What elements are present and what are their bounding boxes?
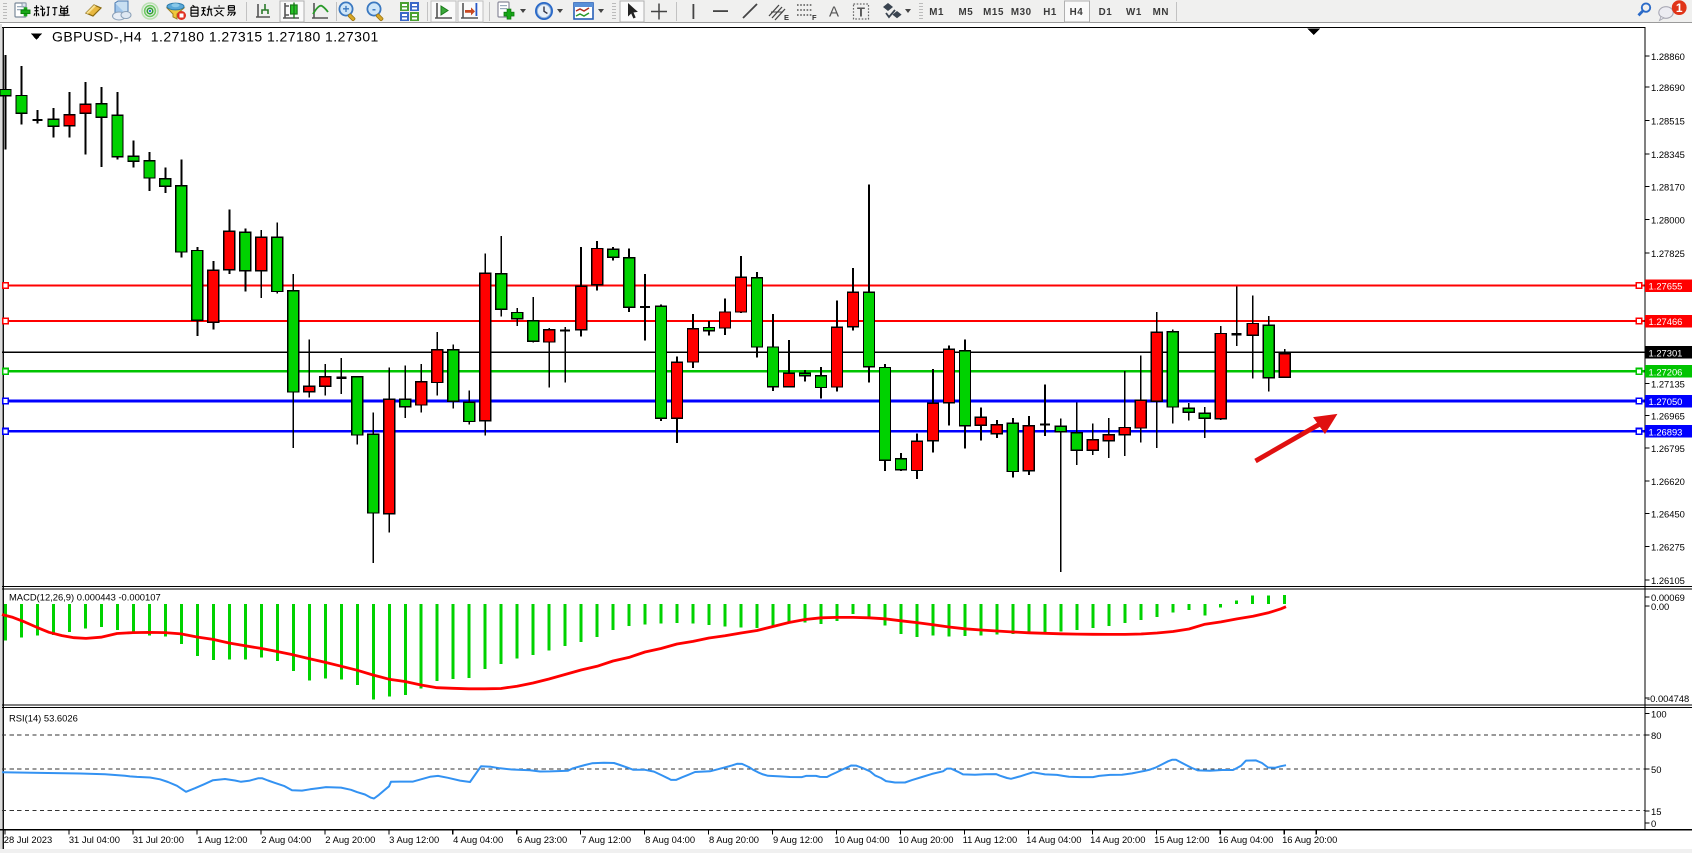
- svg-text:GBPUSD-,H4 1.27180 1.27315 1.: GBPUSD-,H4 1.27180 1.27315 1.27180 1.273…: [52, 29, 379, 45]
- svg-text:0: 0: [1651, 818, 1656, 829]
- svg-text:1.27050: 1.27050: [1649, 396, 1683, 407]
- svg-text:1: 1: [1676, 1, 1683, 15]
- svg-text:10 Aug 20:00: 10 Aug 20:00: [898, 834, 953, 845]
- svg-text:14 Aug 20:00: 14 Aug 20:00: [1090, 834, 1145, 845]
- svg-text:1 Aug 12:00: 1 Aug 12:00: [197, 834, 247, 845]
- svg-text:3 Aug 12:00: 3 Aug 12:00: [389, 834, 439, 845]
- svg-text:D1: D1: [1099, 7, 1113, 18]
- svg-text:1.28000: 1.28000: [1651, 214, 1685, 225]
- svg-text:M1: M1: [929, 7, 944, 18]
- svg-text:16 Aug 04:00: 16 Aug 04:00: [1218, 834, 1273, 845]
- svg-text:+: +: [342, 2, 349, 16]
- svg-text:2 Aug 04:00: 2 Aug 04:00: [261, 834, 311, 845]
- svg-text:31 Jul 04:00: 31 Jul 04:00: [69, 834, 120, 845]
- svg-text:1.26893: 1.26893: [1649, 426, 1683, 437]
- svg-text:0.00069: 0.00069: [1651, 592, 1685, 603]
- svg-text:M5: M5: [958, 7, 973, 18]
- svg-text:1.28345: 1.28345: [1651, 149, 1685, 160]
- svg-text:11 Aug 12:00: 11 Aug 12:00: [963, 834, 1018, 845]
- svg-text:0.00: 0.00: [1651, 601, 1669, 612]
- svg-text:10 Aug 04:00: 10 Aug 04:00: [834, 834, 889, 845]
- svg-text:28 Jul 2023: 28 Jul 2023: [4, 834, 52, 845]
- svg-text:15 Aug 12:00: 15 Aug 12:00: [1154, 834, 1209, 845]
- svg-text:1.26275: 1.26275: [1651, 542, 1685, 553]
- svg-text:8 Aug 04:00: 8 Aug 04:00: [645, 834, 695, 845]
- svg-text:T: T: [857, 5, 865, 20]
- svg-text:M15: M15: [983, 7, 1004, 18]
- svg-text:E: E: [784, 13, 789, 22]
- svg-text:1.26620: 1.26620: [1651, 476, 1685, 487]
- svg-text:MACD(12,26,9) 0.000443 -0.0001: MACD(12,26,9) 0.000443 -0.000107: [9, 592, 161, 603]
- svg-text:1.26450: 1.26450: [1651, 508, 1685, 519]
- svg-text:A: A: [829, 4, 839, 21]
- svg-text:1.28170: 1.28170: [1651, 182, 1685, 193]
- svg-text:31 Jul 20:00: 31 Jul 20:00: [133, 834, 184, 845]
- svg-text:1.26965: 1.26965: [1651, 411, 1685, 422]
- svg-text:1.28690: 1.28690: [1651, 82, 1685, 93]
- svg-text:MN: MN: [1153, 7, 1169, 18]
- svg-text:1.27206: 1.27206: [1649, 366, 1683, 377]
- svg-text:1.26105: 1.26105: [1651, 575, 1685, 586]
- svg-text:4 Aug 04:00: 4 Aug 04:00: [453, 834, 503, 845]
- svg-text:1.28515: 1.28515: [1651, 116, 1685, 127]
- svg-text:16 Aug 20:00: 16 Aug 20:00: [1282, 834, 1337, 845]
- svg-text:100: 100: [1651, 709, 1667, 720]
- svg-text:1.26795: 1.26795: [1651, 443, 1685, 454]
- svg-text:-0.004748: -0.004748: [1647, 693, 1689, 704]
- svg-text:1.27655: 1.27655: [1649, 281, 1683, 292]
- svg-text:1.27825: 1.27825: [1651, 248, 1685, 259]
- svg-text:1.27466: 1.27466: [1649, 316, 1683, 327]
- svg-text:1.27135: 1.27135: [1651, 378, 1685, 389]
- svg-text:14 Aug 04:00: 14 Aug 04:00: [1026, 834, 1081, 845]
- svg-text:1.27301: 1.27301: [1649, 347, 1683, 358]
- svg-text:RSI(14) 53.6026: RSI(14) 53.6026: [9, 713, 78, 724]
- svg-text:-: -: [372, 2, 376, 16]
- svg-text:9 Aug 12:00: 9 Aug 12:00: [773, 834, 823, 845]
- svg-text:6 Aug 23:00: 6 Aug 23:00: [517, 834, 567, 845]
- svg-text:M30: M30: [1011, 7, 1032, 18]
- svg-text:2 Aug 20:00: 2 Aug 20:00: [325, 834, 375, 845]
- svg-text:7 Aug 12:00: 7 Aug 12:00: [581, 834, 631, 845]
- svg-text:F: F: [812, 13, 817, 22]
- svg-text:1.28860: 1.28860: [1651, 51, 1685, 62]
- svg-text:W1: W1: [1126, 7, 1142, 18]
- svg-text:8 Aug 20:00: 8 Aug 20:00: [709, 834, 759, 845]
- svg-text:H1: H1: [1043, 7, 1057, 18]
- svg-text:H4: H4: [1070, 7, 1084, 18]
- svg-text:15: 15: [1651, 806, 1661, 817]
- svg-text:50: 50: [1651, 764, 1661, 775]
- svg-text:80: 80: [1651, 730, 1661, 741]
